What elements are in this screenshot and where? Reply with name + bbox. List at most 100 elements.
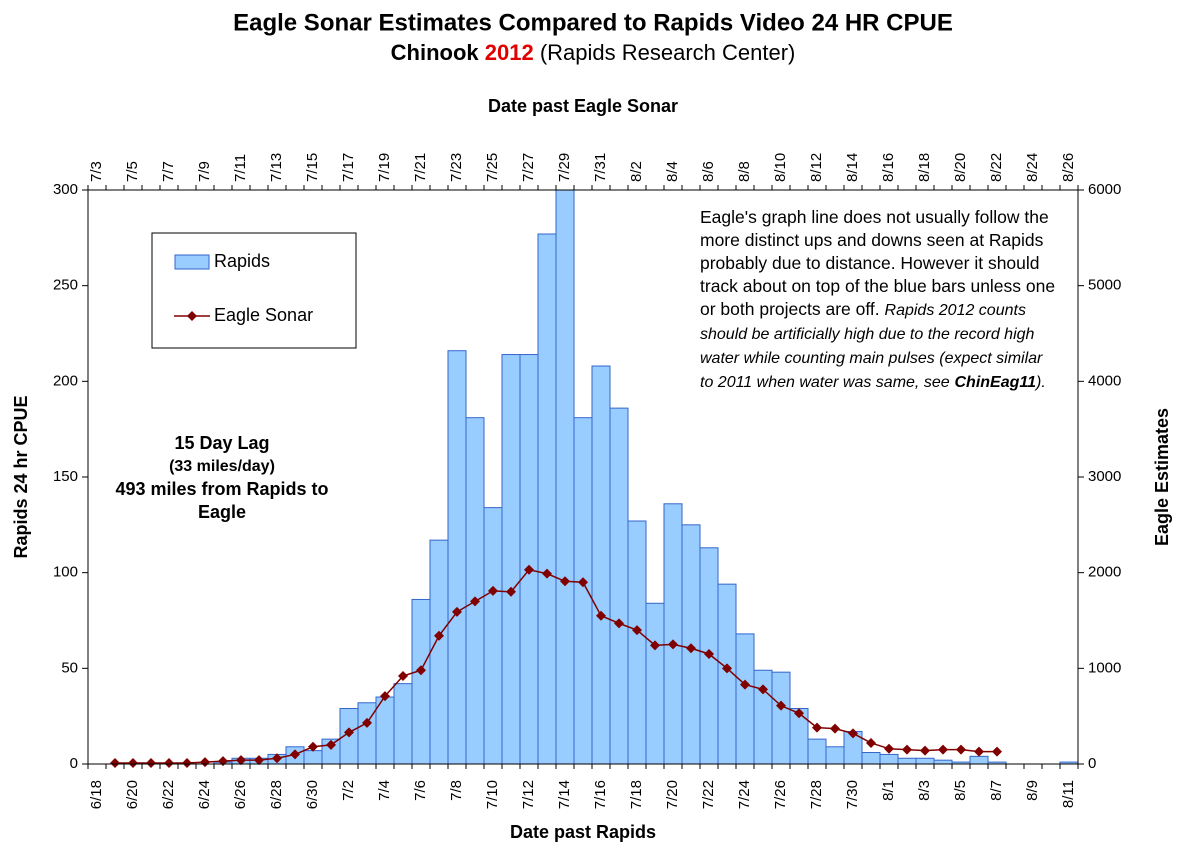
bar bbox=[555, 189, 575, 765]
bar bbox=[375, 696, 395, 765]
marker bbox=[956, 744, 966, 755]
lag-note: 15 Day Lag (33 miles/day) 493 miles from… bbox=[112, 432, 332, 524]
marker bbox=[146, 758, 156, 769]
bar bbox=[969, 755, 989, 765]
y-axis-title: Rapids 24 hr CPUE bbox=[11, 395, 31, 558]
bar bbox=[429, 539, 449, 765]
bar bbox=[609, 407, 629, 765]
subtitle-year: 2012 bbox=[485, 40, 534, 65]
marker bbox=[578, 577, 588, 588]
note-text: Eagle's graph line does not usually foll… bbox=[700, 207, 1056, 319]
marker bbox=[128, 758, 138, 769]
marker bbox=[506, 586, 516, 597]
x-axis-title: Date past Rapids bbox=[510, 822, 656, 842]
bar bbox=[447, 350, 467, 765]
marker bbox=[470, 596, 480, 607]
marker bbox=[272, 753, 282, 764]
bar bbox=[411, 598, 431, 765]
x-tick-label: 6/30 bbox=[304, 780, 321, 809]
y2-tick-label: 4000 bbox=[1088, 372, 1121, 389]
marker bbox=[650, 640, 660, 651]
x2-tick-label: 7/31 bbox=[592, 153, 609, 182]
bar bbox=[771, 671, 791, 765]
bar bbox=[915, 757, 935, 765]
x2-tick-label: 8/26 bbox=[1060, 153, 1077, 182]
marker bbox=[830, 723, 840, 734]
marker bbox=[452, 606, 462, 617]
x-tick-label: 7/8 bbox=[448, 780, 465, 801]
marker bbox=[758, 684, 768, 695]
bar bbox=[357, 702, 377, 765]
x-tick-label: 8/7 bbox=[988, 780, 1005, 801]
x2-tick-label: 7/23 bbox=[448, 153, 465, 182]
bar bbox=[735, 633, 755, 765]
x-tick-label: 7/12 bbox=[520, 780, 537, 809]
bar bbox=[753, 669, 773, 765]
x2-tick-label: 7/17 bbox=[340, 153, 357, 182]
marker bbox=[488, 585, 498, 596]
marker bbox=[740, 679, 750, 690]
bar bbox=[393, 683, 413, 765]
marker bbox=[596, 610, 606, 621]
x-tick-label: 8/9 bbox=[1024, 780, 1041, 801]
marker bbox=[200, 757, 210, 768]
y-tick-label: 300 bbox=[53, 181, 78, 198]
lag-line: (33 miles/day) bbox=[169, 458, 275, 475]
y-tick-label: 250 bbox=[53, 277, 78, 294]
x2-tick-label: 8/8 bbox=[736, 161, 753, 182]
x-tick-label: 7/30 bbox=[844, 780, 861, 809]
x-tick-label: 6/20 bbox=[124, 780, 141, 809]
marker bbox=[938, 744, 948, 755]
x-tick-label: 7/26 bbox=[772, 780, 789, 809]
x-tick-label: 7/28 bbox=[808, 780, 825, 809]
x2-tick-label: 7/29 bbox=[556, 153, 573, 182]
x2-tick-label: 7/7 bbox=[160, 161, 177, 182]
x2-tick-label: 8/22 bbox=[988, 153, 1005, 182]
x-tick-label: 6/26 bbox=[232, 780, 249, 809]
x-tick-label: 6/18 bbox=[88, 780, 105, 809]
bar bbox=[573, 417, 593, 765]
x2-tick-label: 7/27 bbox=[520, 153, 537, 182]
marker bbox=[974, 746, 984, 757]
marker bbox=[632, 625, 642, 636]
bar bbox=[465, 417, 485, 765]
bar bbox=[537, 233, 557, 765]
x-tick-label: 7/6 bbox=[412, 780, 429, 801]
y2-tick-label: 3000 bbox=[1088, 468, 1121, 485]
marker bbox=[362, 717, 372, 728]
chart-subtitle: Chinook 2012 (Rapids Research Center) bbox=[391, 40, 796, 65]
x2-tick-label: 8/24 bbox=[1024, 153, 1041, 182]
x-tick-label: 8/5 bbox=[952, 780, 969, 801]
note: Eagle's graph line does not usually foll… bbox=[700, 206, 1060, 394]
marker bbox=[434, 630, 444, 641]
y-tick-label: 50 bbox=[61, 659, 78, 676]
marker bbox=[542, 568, 552, 579]
marker bbox=[722, 663, 732, 674]
y-tick-label: 200 bbox=[53, 372, 78, 389]
x-tick-label: 7/20 bbox=[664, 780, 681, 809]
x-tick-label: 7/18 bbox=[628, 780, 645, 809]
marker bbox=[110, 758, 120, 769]
marker bbox=[398, 670, 408, 681]
x-tick-label: 7/22 bbox=[700, 780, 717, 809]
marker bbox=[812, 722, 822, 733]
marker bbox=[866, 737, 876, 748]
marker bbox=[326, 739, 336, 750]
bar bbox=[663, 503, 683, 765]
legend-label: Rapids bbox=[214, 251, 270, 271]
x-tick-label: 7/4 bbox=[376, 780, 393, 801]
note-bold: ChinEag11 bbox=[954, 374, 1037, 391]
y2-tick-label: 6000 bbox=[1088, 181, 1121, 198]
x-tick-label: 7/14 bbox=[556, 780, 573, 809]
legend-box bbox=[151, 232, 357, 349]
y-tick-label: 0 bbox=[70, 755, 78, 772]
bar bbox=[879, 753, 899, 765]
bar bbox=[483, 507, 503, 765]
bar bbox=[303, 750, 323, 765]
x-tick-label: 7/10 bbox=[484, 780, 501, 809]
bar bbox=[933, 759, 953, 765]
x2-tick-label: 8/4 bbox=[664, 161, 681, 182]
y2-axis-title: Eagle Estimates bbox=[1152, 408, 1172, 546]
marker bbox=[686, 643, 696, 654]
